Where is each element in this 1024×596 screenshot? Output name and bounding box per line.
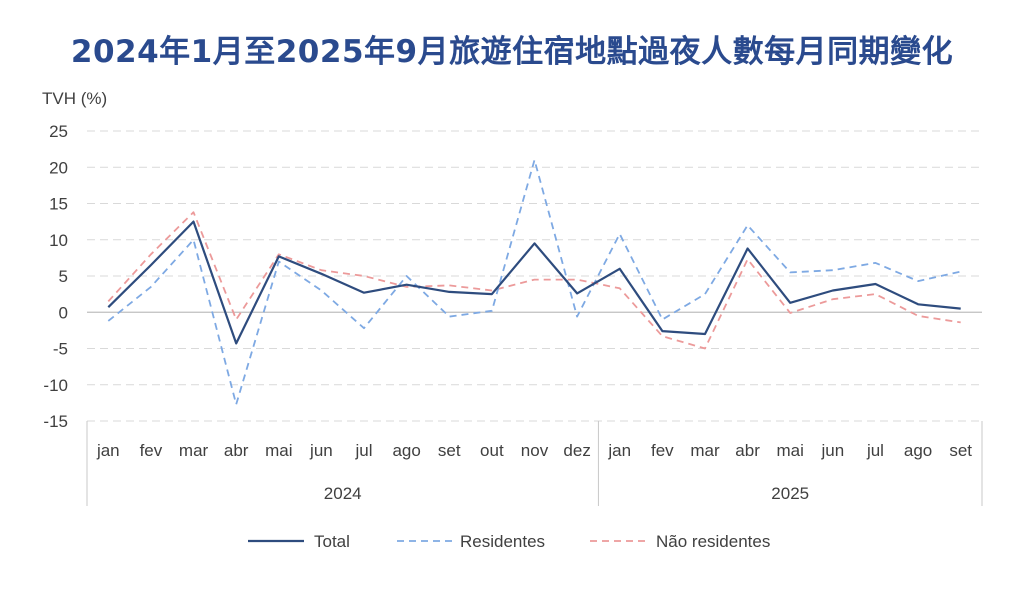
y-tick-label: 0 [59,303,68,322]
x-tick-label: ago [392,441,420,460]
axis: jan fev mar abr mai jun jul ago set out nov dez jan f… [86,421,983,506]
x-tick-label: fev [140,441,163,460]
y-tick-label: -15 [43,412,68,431]
x-tick-label: jun [309,441,333,460]
x-tick-label: mar [690,441,720,460]
x-tick-label: nov [521,441,549,460]
series-line-n-o-residentes [107,211,961,350]
legend-label: Residentes [460,532,545,551]
legend-label: Não residentes [656,532,770,551]
y-tick-label: -5 [53,340,68,359]
grid-lines: 25 20 15 10 5 0 -5 -10 -15 [43,122,982,431]
x-tick-label: abr [735,441,760,460]
x-tick-label: set [949,441,972,460]
y-tick-label: -10 [43,376,68,395]
x-tick-label: jun [820,441,844,460]
legend-label: Total [314,532,350,551]
x-tick-label: mar [179,441,209,460]
y-tick-label: 10 [49,231,68,250]
x-tick-label: fev [651,441,674,460]
x-tick-label: mai [265,441,292,460]
series-line-residentes [107,159,961,406]
x-tick-label: jan [96,441,120,460]
x-tick-label: mai [777,441,804,460]
year-label: 2024 [324,484,362,503]
x-tick-label: jul [866,441,884,460]
legend: Total Residentes Não residentes [248,532,770,551]
y-axis-label: TVH (%) [42,89,107,108]
y-tick-label: 20 [49,158,68,177]
x-tick-label: jan [607,441,631,460]
y-tick-label: 5 [59,267,68,286]
y-tick-label: 25 [49,122,68,141]
y-tick-label: 15 [49,195,68,214]
year-label: 2025 [771,484,809,503]
x-tick-label: out [480,441,504,460]
x-tick-label: set [438,441,461,460]
chart-title: 2024年1月至2025年9月旅遊住宿地點過夜人數每月同期變化 [70,34,954,70]
x-tick-label: jul [355,441,373,460]
series-lines [107,159,961,406]
series-line-total [107,220,961,345]
x-tick-label: abr [224,441,249,460]
x-tick-label: ago [904,441,932,460]
x-tick-label: dez [563,441,590,460]
